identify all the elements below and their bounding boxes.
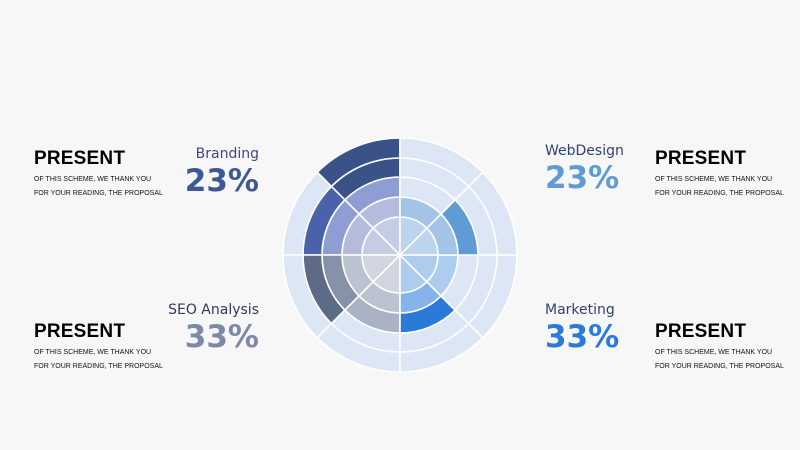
present-text-line: FOR YOUR READING, THE PROPOSAL <box>655 190 784 197</box>
category-webdesign: WebDesign 23% <box>545 142 624 196</box>
wheel-sector-6-ring-5 <box>467 254 518 339</box>
present-text: OF THIS SCHEME, WE THANK YOU FOR YOUR RE… <box>655 346 784 374</box>
present-block-top-right: PRESENT OF THIS SCHEME, WE THANK YOU FOR… <box>655 148 784 201</box>
present-title: PRESENT <box>655 148 747 169</box>
category-label: WebDesign <box>545 143 624 159</box>
category-label: Branding <box>195 146 259 162</box>
category-percent: 33% <box>184 319 259 355</box>
present-title: PRESENT <box>34 148 126 169</box>
present-text-line: OF THIS SCHEME, WE THANK YOU <box>34 349 152 356</box>
wheel-sector-2-ring-5 <box>282 171 333 256</box>
present-title: PRESENT <box>655 321 747 342</box>
category-label: SEO Analysis <box>168 302 259 318</box>
category-label: Marketing <box>545 302 615 318</box>
radial-wheel-graphic <box>282 137 518 373</box>
present-text-line: FOR YOUR READING, THE PROPOSAL <box>34 190 163 197</box>
present-text-line: FOR YOUR READING, THE PROPOSAL <box>655 363 784 370</box>
category-seo-analysis: SEO Analysis 33% <box>168 301 259 355</box>
wheel-sector-4-ring-5 <box>316 322 401 373</box>
wheel-sector-5-ring-5 <box>399 322 484 373</box>
category-branding: Branding 23% <box>185 145 259 199</box>
present-text-line: OF THIS SCHEME, WE THANK YOU <box>655 176 773 183</box>
present-text: OF THIS SCHEME, WE THANK YOU FOR YOUR RE… <box>34 173 163 201</box>
wheel-sector-7-ring-5 <box>467 171 518 256</box>
present-text-line: FOR YOUR READING, THE PROPOSAL <box>34 363 163 370</box>
wheel-sector-8-ring-5 <box>399 137 484 188</box>
category-percent: 33% <box>545 319 620 355</box>
wheel-sector-3-ring-5 <box>282 254 333 339</box>
present-text: OF THIS SCHEME, WE THANK YOU FOR YOUR RE… <box>34 346 163 374</box>
present-text-line: OF THIS SCHEME, WE THANK YOU <box>34 176 152 183</box>
present-text-line: OF THIS SCHEME, WE THANK YOU <box>655 349 773 356</box>
present-title: PRESENT <box>34 321 126 342</box>
category-percent: 23% <box>545 160 620 196</box>
category-percent: 23% <box>184 163 259 199</box>
present-block-bottom-left: PRESENT OF THIS SCHEME, WE THANK YOU FOR… <box>34 321 163 374</box>
present-block-top-left: PRESENT OF THIS SCHEME, WE THANK YOU FOR… <box>34 148 163 201</box>
present-text: OF THIS SCHEME, WE THANK YOU FOR YOUR RE… <box>655 173 784 201</box>
present-block-bottom-right: PRESENT OF THIS SCHEME, WE THANK YOU FOR… <box>655 321 784 374</box>
category-marketing: Marketing 33% <box>545 301 619 355</box>
